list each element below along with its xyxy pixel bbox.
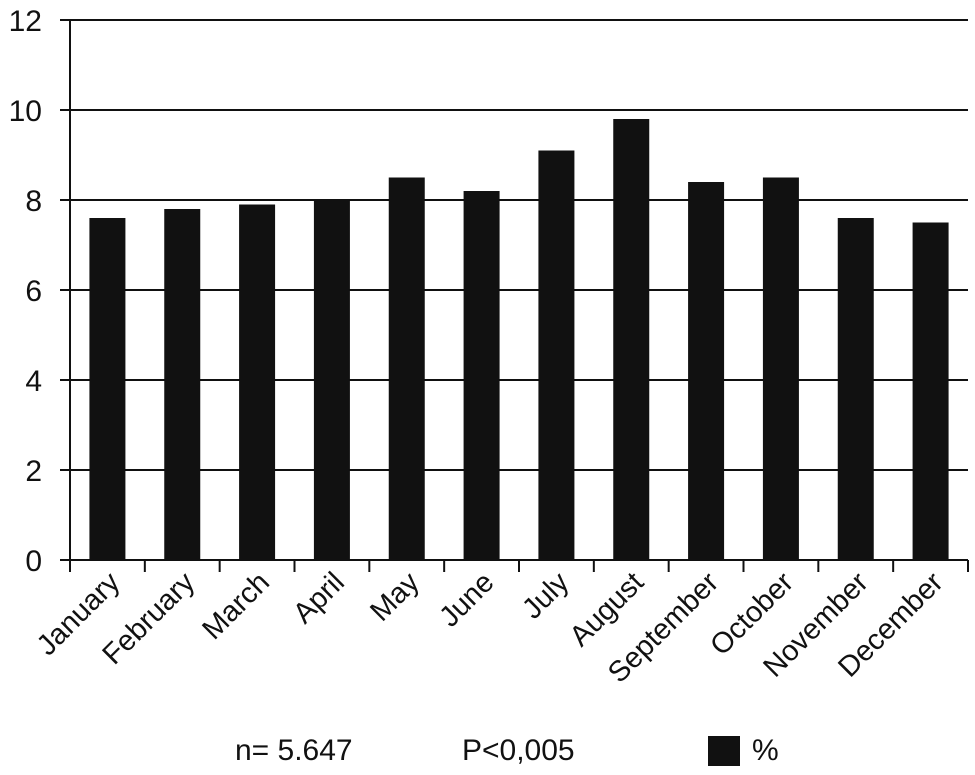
x-tick-label: May [364, 566, 426, 628]
x-tick-label: June [433, 566, 500, 633]
bar-july [538, 150, 575, 560]
legend-label: % [752, 734, 779, 767]
bar-october [762, 177, 799, 560]
y-tick-label: 4 [25, 365, 42, 398]
legend-swatch [708, 736, 740, 766]
bar-march [239, 204, 276, 560]
x-tick-label: March [196, 566, 276, 646]
x-tick-marks [69, 560, 969, 572]
y-tick-labels: 0 2 4 6 8 10 12 [9, 5, 42, 578]
axes [60, 20, 968, 561]
y-tick-label: 2 [25, 455, 42, 488]
bar-august [613, 119, 650, 560]
bar-december [912, 222, 949, 560]
bars [89, 119, 949, 560]
bar-november [837, 218, 874, 560]
sample-size-text: n= 5.647 [235, 734, 353, 767]
y-tick-label: 8 [25, 185, 42, 218]
p-value-text: P<0,005 [462, 734, 575, 767]
footer: n= 5.647 P<0,005 % [235, 734, 779, 767]
y-tick-label: 0 [25, 545, 42, 578]
gridlines [60, 19, 968, 471]
y-tick-label: 10 [9, 95, 42, 128]
bar-february [164, 209, 201, 560]
x-tick-label: July [516, 566, 575, 625]
bar-june [463, 191, 500, 560]
bar-may [388, 177, 425, 560]
bar-april [313, 200, 350, 560]
y-tick-label: 6 [25, 275, 42, 308]
x-tick-label: April [287, 566, 351, 630]
bar-september [688, 182, 725, 560]
y-tick-label: 12 [9, 5, 42, 38]
bar-january [89, 218, 126, 560]
